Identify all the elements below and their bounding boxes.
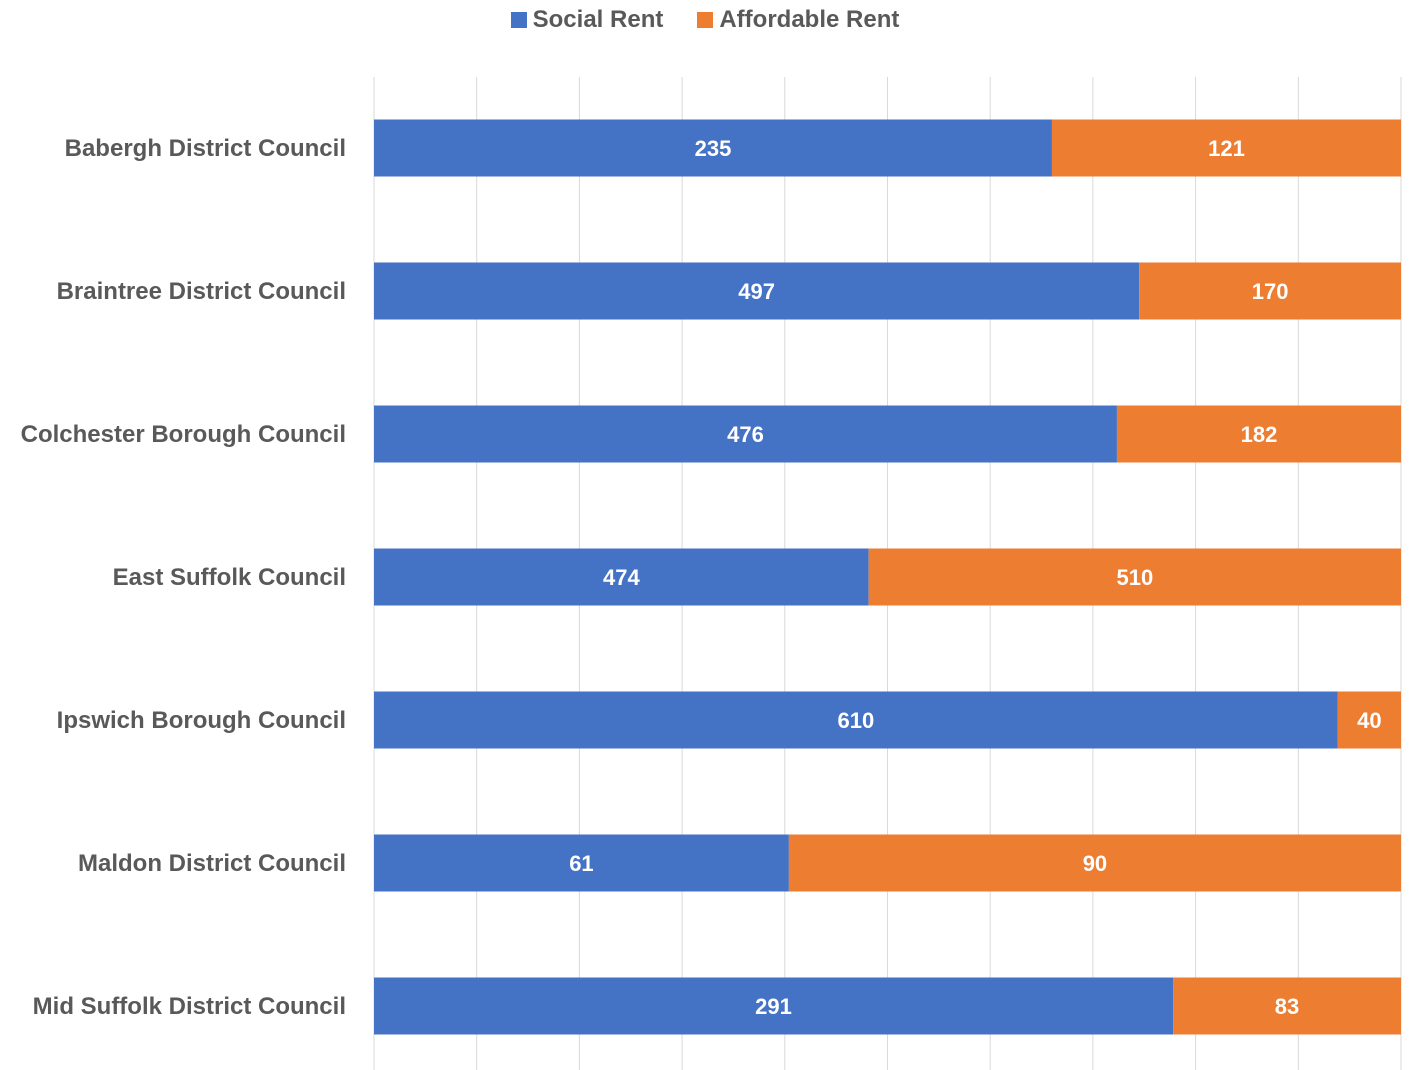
- category-label: Maldon District Council: [78, 850, 346, 877]
- data-label: 474: [603, 565, 640, 590]
- data-label: 170: [1252, 279, 1289, 304]
- data-label: 40: [1357, 708, 1381, 733]
- legend-swatch-affordable-rent: [697, 12, 714, 28]
- bar-segment: [374, 405, 1117, 463]
- category-label: Babergh District Council: [65, 135, 346, 162]
- bar-segment: [788, 834, 1401, 892]
- data-label: 291: [755, 994, 792, 1019]
- bar-segment: [1139, 262, 1401, 320]
- data-label: 497: [738, 279, 775, 304]
- bar-segment: [374, 548, 869, 606]
- legend: Social Rent Affordable Rent: [0, 6, 1410, 34]
- legend-label-social-rent: Social Rent: [532, 6, 664, 33]
- legend-swatch-social-rent: [510, 12, 527, 28]
- category-label: Colchester Borough Council: [21, 421, 346, 448]
- legend-item-affordable-rent: Affordable Rent: [697, 6, 899, 34]
- data-label: 90: [1083, 851, 1107, 876]
- bar-segment: [1051, 119, 1401, 177]
- category-label: Ipswich Borough Council: [57, 707, 346, 734]
- bar-segment: [1173, 977, 1401, 1035]
- category-label: East Suffolk Council: [113, 564, 346, 591]
- bar-segment: [374, 262, 1140, 320]
- data-label: 121: [1208, 136, 1245, 161]
- bar-segment: [1337, 691, 1401, 749]
- bar-segment: [374, 977, 1174, 1035]
- legend-item-social-rent: Social Rent: [510, 6, 664, 34]
- data-label: 235: [695, 136, 732, 161]
- bar-segment: [1116, 405, 1401, 463]
- category-label: Mid Suffolk District Council: [33, 993, 346, 1020]
- bar-segment: [868, 548, 1401, 606]
- data-label: 182: [1241, 422, 1278, 447]
- bar-segment: [374, 691, 1338, 749]
- data-label: 610: [838, 708, 875, 733]
- legend-label-affordable-rent: Affordable Rent: [719, 6, 900, 33]
- category-label: Braintree District Council: [57, 278, 346, 305]
- data-label: 61: [569, 851, 593, 876]
- data-label: 510: [1116, 565, 1153, 590]
- bar-segment: [374, 119, 1052, 177]
- data-label: 476: [727, 422, 764, 447]
- data-label: 83: [1275, 994, 1299, 1019]
- bar-segment: [374, 834, 789, 892]
